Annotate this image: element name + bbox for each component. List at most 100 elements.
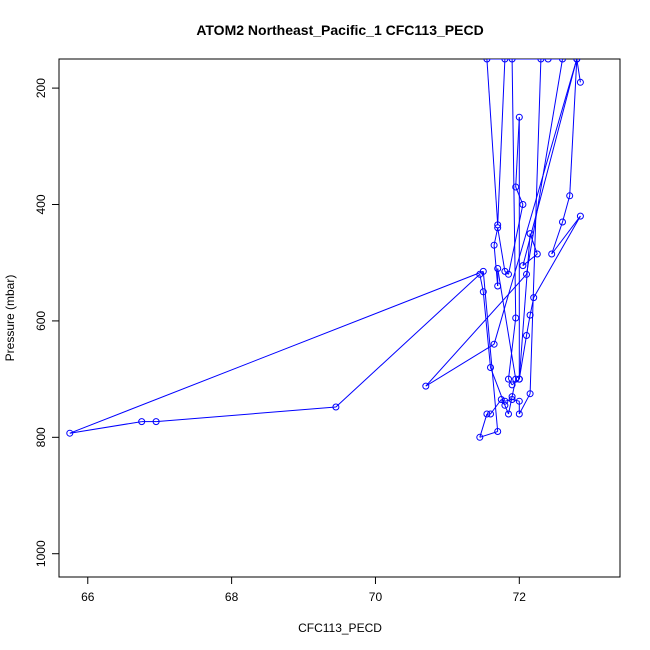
data-point bbox=[494, 428, 502, 435]
data-point bbox=[526, 390, 534, 398]
data-point bbox=[501, 401, 509, 409]
series-segment bbox=[425, 343, 495, 387]
data-point bbox=[479, 288, 487, 296]
data-point bbox=[515, 397, 523, 405]
series-segment bbox=[562, 195, 571, 223]
series-segment bbox=[551, 215, 581, 255]
x-tick-label: 72 bbox=[513, 590, 527, 604]
data-point bbox=[519, 262, 527, 270]
series-segment bbox=[518, 335, 527, 380]
data-point bbox=[559, 218, 566, 226]
data-point bbox=[501, 397, 509, 405]
data-point bbox=[497, 396, 505, 403]
series-segment bbox=[529, 59, 542, 394]
data-point bbox=[512, 183, 520, 191]
data-point bbox=[576, 78, 584, 86]
series-segment bbox=[526, 59, 563, 275]
data-point bbox=[548, 250, 556, 258]
data-point bbox=[332, 403, 340, 411]
series-segment bbox=[518, 233, 531, 380]
data-point bbox=[523, 332, 530, 339]
data-point bbox=[501, 59, 509, 63]
data-point bbox=[501, 267, 509, 275]
series-segment bbox=[508, 204, 524, 275]
series-segment bbox=[522, 59, 578, 266]
data-point bbox=[476, 433, 484, 441]
data-point bbox=[544, 59, 552, 63]
data-point bbox=[494, 221, 502, 229]
series-segment bbox=[425, 273, 527, 387]
data-series bbox=[66, 59, 584, 441]
data-point bbox=[537, 59, 545, 63]
data-point bbox=[526, 230, 534, 238]
series-segment bbox=[156, 406, 336, 423]
data-point bbox=[487, 410, 494, 418]
data-point bbox=[519, 201, 527, 208]
x-tick-label: 70 bbox=[369, 590, 383, 604]
x-tick-label: 68 bbox=[225, 590, 239, 604]
data-point bbox=[508, 393, 516, 401]
x-axis-label: CFC113_PECD bbox=[298, 621, 382, 635]
y-tick-label: 200 bbox=[34, 78, 48, 98]
chart-title: ATOM2 Northeast_Pacific_1 CFC113_PECD bbox=[196, 22, 483, 38]
y-tick-label: 600 bbox=[34, 311, 48, 331]
series-segment bbox=[511, 59, 517, 319]
data-point bbox=[505, 375, 512, 383]
data-point bbox=[515, 410, 523, 418]
series-segment bbox=[479, 413, 488, 438]
data-point bbox=[494, 224, 502, 232]
x-tick-label: 66 bbox=[81, 590, 95, 604]
data-point bbox=[526, 311, 534, 319]
data-point bbox=[515, 113, 523, 121]
data-point bbox=[559, 59, 566, 63]
y-tick-label: 400 bbox=[34, 194, 48, 214]
series-segment bbox=[497, 59, 506, 225]
series-segment bbox=[576, 59, 581, 83]
data-point bbox=[533, 250, 541, 258]
series-segment bbox=[551, 221, 563, 255]
y-axis: 200 400 600 800 1000 bbox=[34, 78, 59, 567]
data-point bbox=[512, 375, 520, 383]
series-segment bbox=[497, 227, 506, 272]
data-point bbox=[490, 340, 498, 348]
series-segment bbox=[493, 59, 578, 345]
y-axis-label: Pressure (mbar) bbox=[3, 275, 17, 362]
series-segment bbox=[69, 270, 484, 434]
data-point bbox=[483, 410, 491, 418]
data-point bbox=[494, 265, 502, 272]
data-point bbox=[508, 381, 516, 389]
data-point bbox=[512, 314, 520, 322]
series-segment bbox=[529, 233, 538, 255]
data-point bbox=[487, 364, 494, 371]
series-segment bbox=[508, 317, 517, 380]
data-point bbox=[490, 241, 498, 249]
data-point bbox=[515, 375, 523, 383]
series-segment bbox=[486, 59, 499, 225]
series-segment bbox=[504, 405, 509, 415]
series-segment bbox=[533, 215, 581, 298]
data-point bbox=[494, 282, 502, 290]
data-point bbox=[152, 418, 160, 426]
data-point bbox=[566, 192, 574, 200]
series-segment bbox=[335, 273, 481, 408]
series-segment bbox=[482, 291, 491, 368]
series-segment bbox=[69, 421, 142, 434]
data-point bbox=[530, 294, 538, 302]
data-point bbox=[479, 267, 487, 275]
data-point bbox=[66, 429, 74, 437]
x-axis: 66 68 70 72 bbox=[81, 577, 526, 604]
data-point bbox=[508, 59, 516, 63]
data-point bbox=[505, 410, 512, 418]
data-point bbox=[483, 59, 491, 63]
series-segment bbox=[504, 271, 509, 275]
y-tick-label: 1000 bbox=[34, 540, 48, 567]
series-segment bbox=[518, 393, 531, 415]
plot-frame bbox=[58, 58, 621, 578]
data-point bbox=[508, 396, 516, 403]
y-tick-label: 800 bbox=[34, 427, 48, 447]
series-segment bbox=[569, 59, 578, 196]
data-point bbox=[138, 418, 146, 426]
data-point bbox=[573, 59, 581, 63]
series-segment bbox=[482, 271, 499, 432]
